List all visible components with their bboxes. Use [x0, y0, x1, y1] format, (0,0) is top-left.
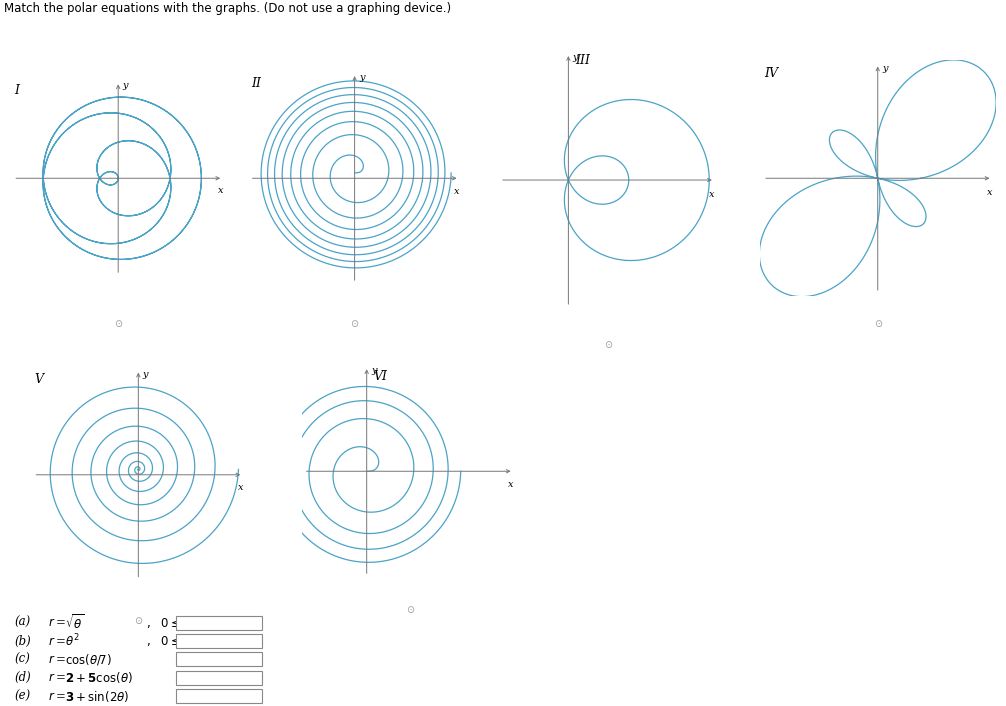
Text: x: x — [987, 188, 992, 197]
Text: ⊙: ⊙ — [134, 616, 143, 626]
Text: x: x — [217, 186, 223, 196]
Text: $r$ =: $r$ = — [48, 671, 67, 684]
Text: ⊙: ⊙ — [605, 340, 613, 350]
Text: VI: VI — [373, 370, 387, 383]
Text: y: y — [882, 64, 888, 73]
Text: $r$ =: $r$ = — [48, 616, 67, 629]
Text: $\mathbf{3} + \sin(2\theta)$: $\mathbf{3} + \sin(2\theta)$ — [65, 688, 130, 704]
Text: $r$ =: $r$ = — [48, 653, 67, 666]
Text: --Select--: --Select-- — [198, 618, 239, 627]
Text: y: y — [123, 81, 128, 90]
Text: $\sqrt{\theta}$: $\sqrt{\theta}$ — [65, 614, 85, 632]
Text: III: III — [575, 54, 591, 68]
Text: ⊙: ⊙ — [114, 319, 123, 329]
Text: (e): (e) — [14, 690, 30, 702]
Text: $r$ =: $r$ = — [48, 690, 67, 702]
Text: $r$ =: $r$ = — [48, 635, 67, 647]
Text: --Select--: --Select-- — [198, 692, 239, 700]
Text: x: x — [237, 484, 243, 493]
Text: ↕: ↕ — [253, 675, 259, 681]
Text: y: y — [143, 370, 148, 378]
Text: --Select--: --Select-- — [198, 637, 239, 645]
Text: y: y — [359, 73, 364, 82]
Text: $\mathbf{2} + \mathbf{5}\cos(\theta)$: $\mathbf{2} + \mathbf{5}\cos(\theta)$ — [65, 670, 134, 686]
Text: x: x — [454, 187, 460, 196]
Text: I: I — [14, 85, 19, 97]
Text: --Select--: --Select-- — [198, 655, 239, 664]
Text: y: y — [371, 366, 376, 376]
Text: $\cos(\theta/7)$: $\cos(\theta/7)$ — [65, 652, 113, 667]
Text: (a): (a) — [14, 616, 30, 629]
Text: --Select--: --Select-- — [198, 674, 239, 682]
Text: ↕: ↕ — [253, 620, 259, 626]
Text: x: x — [709, 191, 714, 200]
Text: ⊙: ⊙ — [873, 319, 882, 329]
Text: ↕: ↕ — [253, 657, 259, 662]
Text: ,   $0 \leq \theta \leq 16\pi$: , $0 \leq \theta \leq 16\pi$ — [146, 616, 228, 630]
Text: ↕: ↕ — [253, 693, 259, 699]
Text: x: x — [508, 480, 513, 489]
Text: (c): (c) — [14, 653, 30, 666]
Text: (d): (d) — [14, 671, 31, 684]
Text: ⊙: ⊙ — [405, 605, 414, 615]
Text: ⊙: ⊙ — [350, 319, 359, 329]
Text: II: II — [250, 77, 261, 90]
Text: ,   $0 \leq \theta \leq 16\pi$: , $0 \leq \theta \leq 16\pi$ — [146, 634, 228, 648]
Text: $\theta^2$: $\theta^2$ — [65, 633, 79, 650]
Text: Match the polar equations with the graphs. (Do not use a graphing device.): Match the polar equations with the graph… — [4, 2, 451, 15]
Text: (b): (b) — [14, 635, 31, 647]
Text: IV: IV — [765, 67, 779, 80]
Text: V: V — [34, 373, 43, 386]
Text: y: y — [572, 53, 578, 62]
Text: ↕: ↕ — [253, 638, 259, 644]
